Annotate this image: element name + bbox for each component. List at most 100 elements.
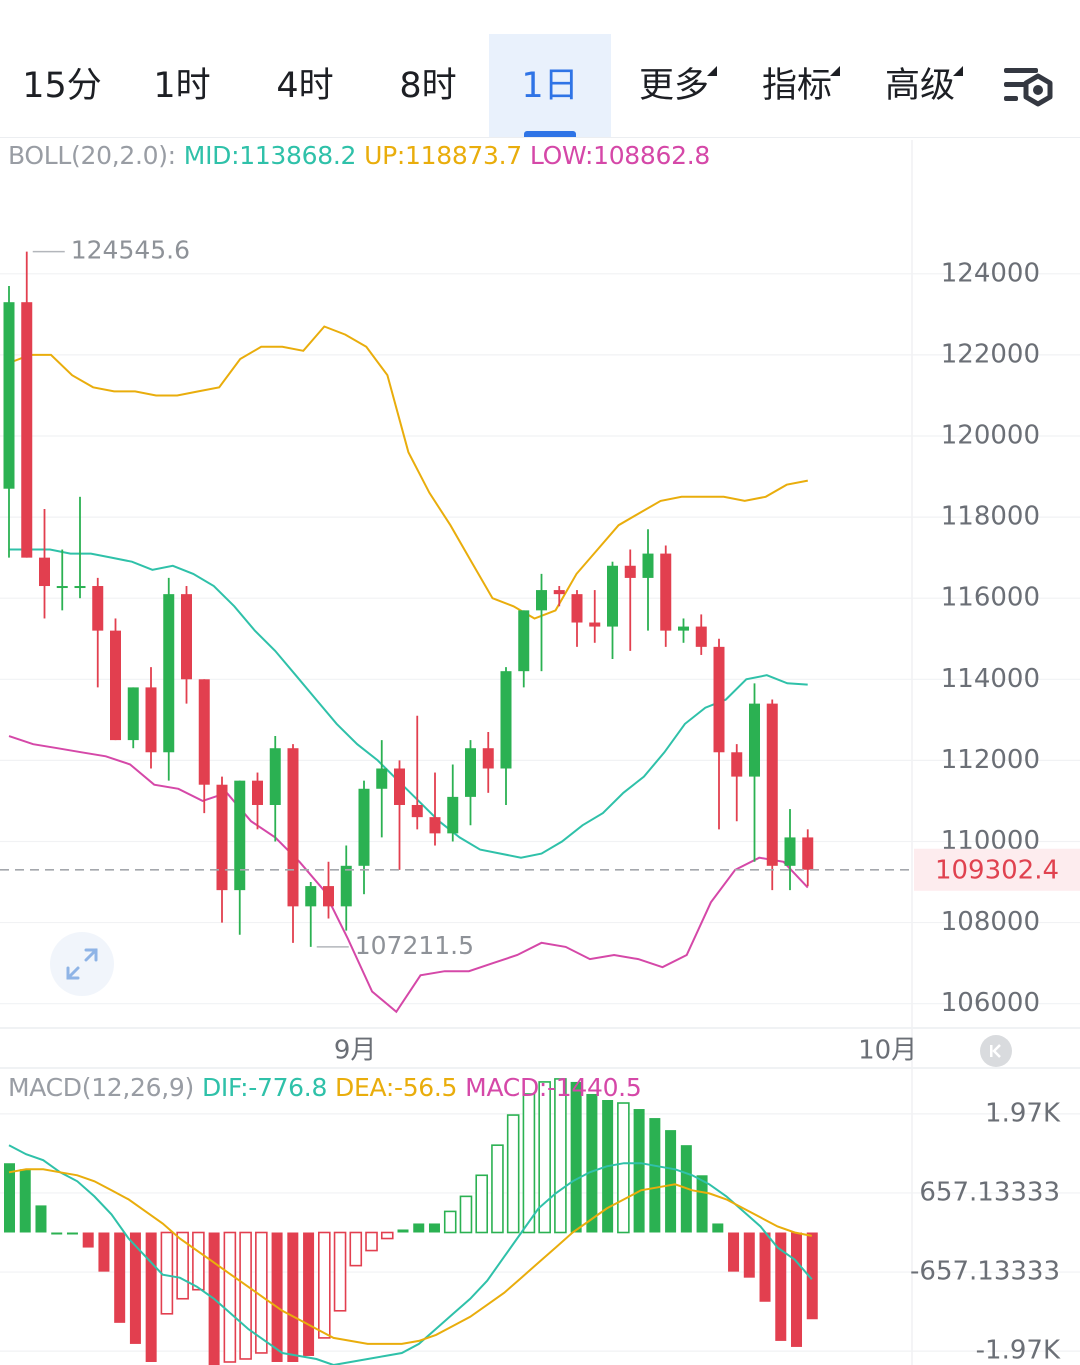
max-price-label: 124545.6 <box>71 236 190 265</box>
price-axis-label: 116000 <box>941 583 1040 613</box>
price-axis-label: 112000 <box>941 745 1040 775</box>
expand-chart-button[interactable] <box>50 932 114 996</box>
macd-positive-bar <box>35 1205 47 1233</box>
bullish-candle <box>163 594 175 753</box>
macd-positive-bar <box>522 1093 536 1234</box>
price-axis-label: 122000 <box>941 339 1040 369</box>
price-axis-label: 108000 <box>941 907 1040 937</box>
tab-label: 1日 <box>521 66 579 106</box>
macd-positive-bar <box>586 1093 598 1233</box>
macd-legend-dif: DIF:-776.8 <box>201 1073 328 1102</box>
bearish-candle <box>660 553 672 631</box>
macd-negative-bar <box>98 1232 110 1272</box>
bullish-candle <box>376 768 388 789</box>
bullish-candle <box>269 748 281 805</box>
bearish-candle <box>92 586 104 631</box>
price-axis-label: 120000 <box>941 421 1040 451</box>
macd-negative-bar <box>365 1231 378 1252</box>
macd-positive-bar <box>570 1081 582 1233</box>
boll-legend-name: BOLL(20,2.0): <box>8 141 176 170</box>
macd-negative-bar <box>333 1231 347 1312</box>
tab-7[interactable]: 指标 <box>742 34 852 137</box>
bearish-candle <box>731 752 743 777</box>
macd-positive-bar <box>554 1078 567 1234</box>
tab-3[interactable]: 4时 <box>250 34 360 137</box>
tab-label: 8时 <box>399 66 457 106</box>
bearish-candle <box>287 748 299 907</box>
macd-negative-bar <box>349 1231 363 1267</box>
bearish-candle <box>181 594 192 680</box>
bullish-candle <box>340 865 352 907</box>
bullish-candle <box>305 886 317 907</box>
macd-negative-bar <box>176 1231 189 1300</box>
macd-positive-bar <box>19 1169 31 1233</box>
macd-positive-bar <box>66 1232 78 1235</box>
bearish-candle <box>323 886 334 907</box>
macd-negative-bar <box>759 1232 771 1302</box>
dropdown-caret-icon <box>707 66 717 76</box>
macd-dea-line <box>8 1168 812 1345</box>
bullish-candle <box>749 703 760 777</box>
tab-1[interactable]: 15分 <box>7 34 117 137</box>
bearish-candle <box>252 780 263 805</box>
macd-negative-bar <box>303 1232 315 1356</box>
bullish-candle <box>678 626 689 631</box>
bullish-candle <box>234 780 246 891</box>
bearish-candle <box>766 703 778 866</box>
macd-positive-bar <box>617 1102 630 1234</box>
tab-8[interactable]: 高级 <box>865 34 975 137</box>
chart-settings-button[interactable] <box>1000 62 1060 114</box>
macd-positive-bar <box>459 1195 473 1234</box>
bullish-candle <box>127 687 139 741</box>
bearish-candle <box>553 590 565 595</box>
tab-6[interactable]: 更多 <box>619 34 729 137</box>
bullish-candle <box>607 565 618 627</box>
macd-positive-bar <box>413 1223 425 1233</box>
boll-legend-low: LOW:108862.8 <box>529 141 710 170</box>
bearish-candle <box>411 804 423 818</box>
macd-positive-bar <box>443 1210 457 1234</box>
chart-settings-icon <box>1004 68 1053 107</box>
bullish-candle <box>536 590 547 611</box>
macd-negative-bar <box>129 1232 141 1344</box>
bearish-candle <box>145 687 157 753</box>
macd-negative-bar <box>287 1232 299 1362</box>
bearish-candle <box>802 837 814 870</box>
boll-up-line <box>8 325 808 620</box>
bullish-candle <box>56 586 68 589</box>
tab-label: 1时 <box>153 66 211 106</box>
bearish-candle <box>589 622 601 627</box>
macd-negative-bar <box>145 1232 157 1362</box>
tab-label: 4时 <box>276 66 334 106</box>
macd-positive-bar <box>665 1130 677 1233</box>
bearish-candle <box>624 565 636 578</box>
tab-4[interactable]: 8时 <box>373 34 483 137</box>
macd-positive-bar <box>51 1232 63 1235</box>
bullish-candle <box>447 796 459 834</box>
macd-negative-bar <box>271 1232 283 1362</box>
macd-axis-label: -1.97K <box>976 1336 1061 1365</box>
last-price-value: 109302.4 <box>935 855 1059 885</box>
tab-label: 15分 <box>22 66 102 106</box>
macd-negative-bar <box>728 1232 740 1272</box>
tab-5[interactable]: 1日 <box>489 34 611 137</box>
bearish-candle <box>713 646 725 753</box>
bearish-candle <box>695 626 707 647</box>
min-price-label: 107211.5 <box>355 931 474 960</box>
macd-negative-bar <box>114 1232 126 1323</box>
macd-positive-bar <box>428 1223 440 1233</box>
price-axis-label: 118000 <box>941 502 1040 532</box>
last-price-tag <box>914 848 1080 891</box>
dropdown-caret-icon <box>953 66 963 76</box>
macd-positive-bar <box>4 1163 15 1233</box>
timeframe-tab-bar: 15分 1时 4时 8时 1日 更多 指标 高级 <box>0 0 1080 138</box>
bearish-candle <box>216 784 228 891</box>
macd-legend-dea: DEA:-56.5 <box>335 1073 458 1102</box>
macd-positive-bar <box>696 1175 708 1233</box>
tab-2[interactable]: 1时 <box>127 34 237 137</box>
boll-mid-line <box>9 548 808 859</box>
macd-negative-bar <box>239 1231 252 1360</box>
tab-label: 高级 <box>885 66 963 106</box>
scroll-to-latest-button[interactable] <box>980 1035 1012 1067</box>
